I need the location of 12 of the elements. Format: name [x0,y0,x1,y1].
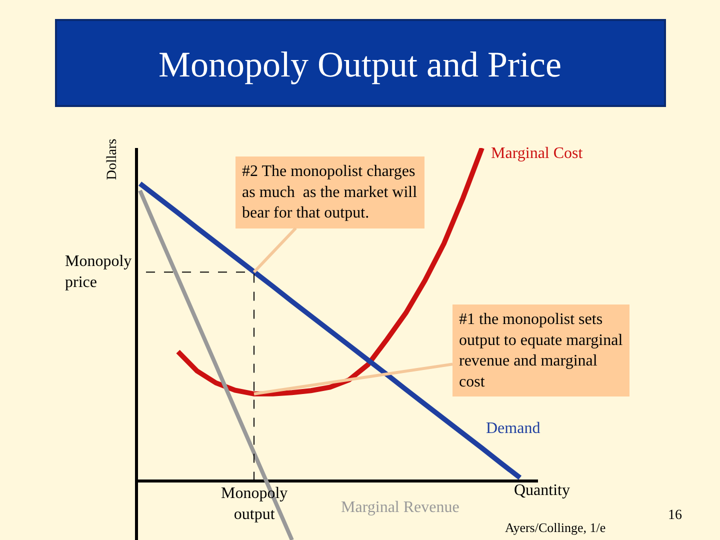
annotation: #2 The monopolist charges as much as the market will bear for that output. [242,163,418,222]
annotation: Ayers/Collinge, 1/e [505,520,606,535]
series-label: Demand [486,420,540,437]
text: Monopoly output [221,485,288,523]
text: Marginal Revenue [341,499,460,516]
y-axis-title: Dollars [105,138,120,180]
series-label: Marginal Cost [491,145,584,162]
annotation: #1 the monopolist sets output to equate marginal revenue and marginal cost [459,311,624,390]
ref-line-label: Monopoly price [65,253,132,291]
chart-title: Monopoly Output and Price [158,44,562,85]
x-axis-title: Quantity [514,482,570,499]
text: 16 [668,508,682,523]
